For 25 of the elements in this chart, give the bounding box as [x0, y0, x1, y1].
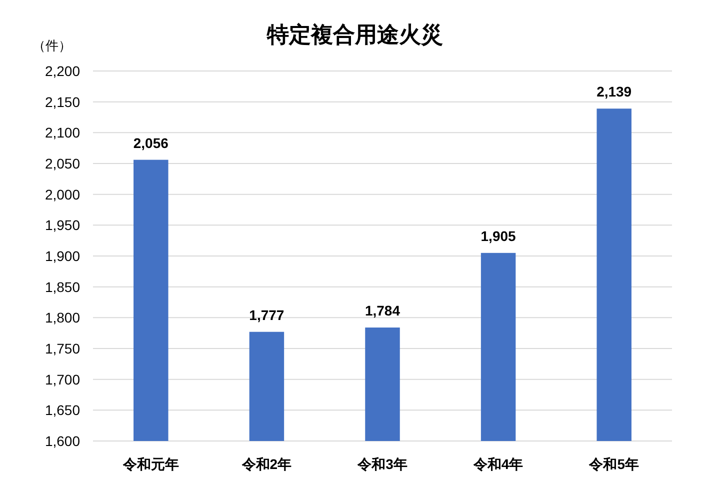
- x-tick-label: 令和元年: [122, 456, 179, 472]
- data-label: 2,139: [596, 84, 632, 100]
- y-tick-label: 2,050: [44, 156, 80, 172]
- x-tick-label: 令和4年: [472, 456, 524, 472]
- data-label: 1,777: [249, 306, 284, 323]
- y-tick-label: 1,600: [44, 433, 80, 449]
- y-tick-label: 2,150: [44, 94, 80, 110]
- y-tick-label: 2,200: [44, 63, 80, 79]
- y-tick-label: 1,950: [44, 217, 80, 234]
- x-tick-label: 令和2年: [240, 456, 292, 472]
- data-label: 1,784: [364, 302, 400, 319]
- x-tick-label: 令和3年: [356, 456, 408, 472]
- y-tick-label: 2,000: [44, 186, 80, 202]
- y-tick-label: 2,100: [44, 124, 80, 141]
- chart-title: 特定複合用途火災: [266, 22, 443, 47]
- x-tick-label: 令和5年: [588, 456, 639, 472]
- y-axis-title: （件）: [32, 38, 72, 53]
- data-label: 2,056: [133, 134, 169, 151]
- y-tick-label: 1,750: [44, 340, 80, 356]
- y-tick-label: 1,900: [44, 248, 80, 264]
- y-tick-label: 1,650: [44, 402, 80, 418]
- data-label: 1,905: [480, 228, 516, 244]
- y-tick-label: 1,850: [44, 278, 80, 295]
- y-tick-label: 1,700: [44, 371, 80, 388]
- y-tick-label: 1,800: [44, 310, 80, 326]
